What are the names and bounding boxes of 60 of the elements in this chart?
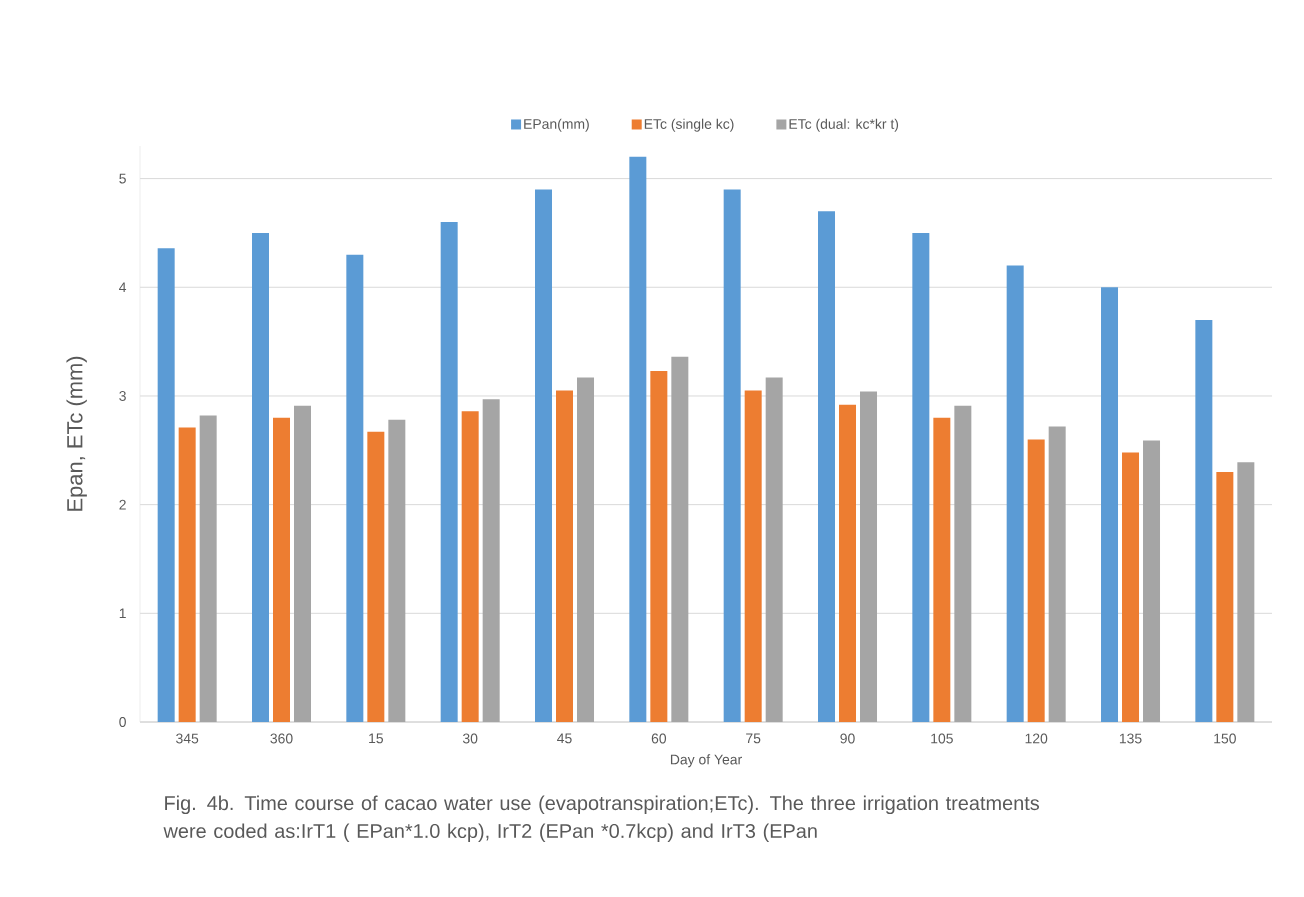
bar xyxy=(461,411,479,722)
x-tick-label: 45 xyxy=(557,733,572,744)
bar xyxy=(1122,452,1140,722)
x-tick-label: 105 xyxy=(931,733,953,744)
bar xyxy=(482,399,500,722)
legend-label: ETc (dual: kc*kr t) xyxy=(789,118,899,132)
bar xyxy=(818,211,836,722)
bar xyxy=(199,415,217,722)
y-tick-label: 2 xyxy=(119,499,126,510)
y-tick-label: 0 xyxy=(119,717,126,727)
y-axis-title: Epan, ETc (mm) xyxy=(66,356,87,511)
bar xyxy=(1195,319,1213,722)
bar xyxy=(273,417,290,722)
x-tick-label: 120 xyxy=(1025,733,1048,744)
bar xyxy=(933,417,951,722)
bar xyxy=(252,232,269,722)
bar xyxy=(954,405,972,722)
x-tick-label: 30 xyxy=(462,733,478,744)
y-tick-label: 4 xyxy=(119,282,127,293)
bar xyxy=(1006,265,1024,722)
x-tick-label: 15 xyxy=(369,733,384,744)
bar xyxy=(440,222,458,722)
x-tick-label: 135 xyxy=(1119,733,1142,744)
x-tick-label: 345 xyxy=(176,733,199,744)
x-tick-label: 150 xyxy=(1214,733,1236,744)
bar xyxy=(765,377,783,722)
bar xyxy=(157,248,175,722)
bar xyxy=(723,189,741,722)
bar xyxy=(367,431,385,722)
bar xyxy=(1101,287,1119,722)
caption: Fig. 4b. Time course of cacao water use (evapotranspiration;ETc). The three irrigation treatments were coded as:IrT1 ( EPan*1.0 kcp), IrT2 (EPan *0.7kcp) and IrT3 (EPan xyxy=(163,795,1040,842)
bar xyxy=(1216,472,1234,722)
bar xyxy=(839,404,857,722)
bar xyxy=(744,390,762,722)
bar xyxy=(346,254,364,722)
bar xyxy=(1143,440,1161,722)
bar xyxy=(912,232,930,722)
bar xyxy=(671,356,689,722)
bar xyxy=(178,427,196,722)
bar xyxy=(294,405,311,722)
bar xyxy=(577,377,595,722)
y-tick-label: 5 xyxy=(119,173,126,184)
bar xyxy=(388,419,406,722)
legend-label: ETc (single kc) xyxy=(644,118,734,132)
bar xyxy=(556,390,573,722)
bar xyxy=(629,156,647,722)
bar xyxy=(535,189,552,722)
bar xyxy=(1048,426,1066,722)
bar xyxy=(650,370,668,722)
legend-label: EPan(mm) xyxy=(524,118,589,132)
x-tick-label: 60 xyxy=(651,733,667,744)
x-tick-label: 360 xyxy=(270,733,293,744)
y-tick-label: 3 xyxy=(119,391,126,401)
x-tick-label: 90 xyxy=(840,733,855,744)
x-tick-label: 75 xyxy=(746,733,761,744)
bar xyxy=(1027,439,1045,722)
y-tick-label: 1 xyxy=(119,608,126,619)
bar xyxy=(1237,462,1255,722)
bar xyxy=(860,391,878,722)
x-axis-title: Day of Year xyxy=(670,754,742,768)
